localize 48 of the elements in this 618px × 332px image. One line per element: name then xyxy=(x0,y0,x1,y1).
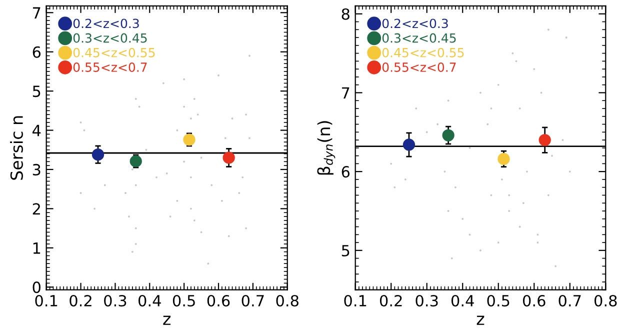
x-tick-label: 0.8 xyxy=(594,294,617,307)
point xyxy=(92,148,104,161)
point xyxy=(222,152,235,164)
legend-label: 0.45<z<0.55 xyxy=(73,48,155,58)
y-tick-label: 3 xyxy=(32,164,40,176)
y-tick-label: 4 xyxy=(32,124,41,136)
legend-label: 0.2<z<0.3 xyxy=(382,18,448,28)
x-tick-label: 0.2 xyxy=(70,294,92,307)
point xyxy=(183,134,196,146)
x-tick-label: 0.4 xyxy=(451,294,474,307)
y-tick-label: 5 xyxy=(32,86,40,98)
x-tick-label: 0.6 xyxy=(207,294,230,307)
legend-label: 0.3<z<0.45 xyxy=(382,33,456,43)
y-tick-label: 7 xyxy=(33,7,40,18)
legend-label: 0.3<z<0.45 xyxy=(73,33,147,43)
x-tick-label: 0.8 xyxy=(276,294,298,307)
y-axis-title: Sersic n xyxy=(10,116,23,180)
x-tick-label: 0.3 xyxy=(416,294,438,307)
y-tick-label: 5 xyxy=(342,245,350,256)
x-tick-label: 0.3 xyxy=(104,294,126,307)
point xyxy=(498,152,510,166)
x-tick-label: 0.6 xyxy=(522,294,546,307)
x-tick-label: 0.1 xyxy=(35,294,58,307)
x-axis-title: z xyxy=(476,316,484,325)
legend-label: 0.55<z<0.7 xyxy=(382,62,456,72)
point xyxy=(402,138,416,151)
y-tick-label: 1 xyxy=(33,242,40,254)
x-tick-label: 0.1 xyxy=(344,294,366,307)
x-tick-label: 0.7 xyxy=(558,294,581,307)
x-tick-label: 0.5 xyxy=(172,294,195,307)
legend-label: 0.45<z<0.55 xyxy=(382,48,464,58)
y-tick-label: 7 xyxy=(342,87,350,99)
x-axis-title: z xyxy=(163,316,171,325)
point xyxy=(130,155,142,168)
y-tick-label: 2 xyxy=(32,203,40,214)
legend-label: 0.2<z<0.3 xyxy=(73,18,139,28)
y-tick-label: 8 xyxy=(342,8,350,20)
y-tick-label: 6 xyxy=(342,166,350,178)
y-tick-label: 6 xyxy=(32,46,41,58)
legend-label: 0.55<z<0.7 xyxy=(73,62,147,72)
x-tick-label: 0.2 xyxy=(380,294,402,307)
x-tick-label: 0.5 xyxy=(487,294,510,307)
x-tick-label: 0.4 xyxy=(138,294,161,307)
point xyxy=(538,134,551,146)
x-tick-label: 0.7 xyxy=(242,294,264,307)
y-axis-title: β$_{dyn}$(n) xyxy=(317,121,336,175)
point xyxy=(442,129,454,142)
y-tick-label: 0 xyxy=(32,282,40,294)
